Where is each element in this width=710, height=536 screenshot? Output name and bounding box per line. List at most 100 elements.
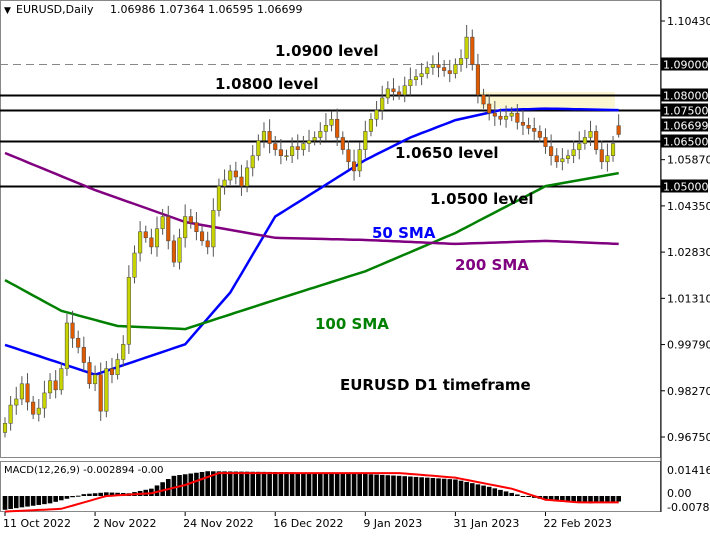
macd-histogram-bar <box>486 486 492 496</box>
candle-body <box>520 122 526 126</box>
price-label-1.06500: 1.06500 <box>661 134 709 149</box>
candle-body <box>245 167 250 187</box>
candle-body <box>323 125 328 132</box>
candle <box>273 135 278 156</box>
candle-body <box>233 170 238 178</box>
macd-histogram-bar <box>424 477 430 496</box>
macd-histogram-bar <box>216 471 222 496</box>
candle-body <box>81 347 86 363</box>
candle <box>599 140 604 170</box>
macd-histogram-bar <box>492 488 498 496</box>
macd-histogram-bar <box>481 485 486 496</box>
macd-histogram-bar <box>441 478 447 496</box>
candle-body <box>121 344 126 360</box>
candle <box>47 373 53 399</box>
candle-body <box>239 176 244 187</box>
candle-body <box>290 146 295 156</box>
candle <box>323 113 328 142</box>
candle <box>171 234 176 268</box>
candle <box>301 135 306 156</box>
candle-body <box>284 155 289 157</box>
y-tick-label: 0.99790 <box>667 339 710 352</box>
candle-body <box>554 155 559 163</box>
price-label-text: 1.09000 <box>663 59 709 72</box>
macd-label: MACD(12,26,9) -0.002894 -0.00 <box>4 465 164 476</box>
macd-histogram-bar <box>543 496 548 500</box>
candle-body <box>498 115 503 120</box>
candle <box>577 131 582 160</box>
price-label-box <box>661 179 708 193</box>
dropdown-triangle-icon[interactable]: ▼ <box>4 6 11 16</box>
candle <box>582 129 587 150</box>
candle <box>267 119 272 154</box>
candle <box>374 100 379 127</box>
macd-histogram-bar <box>368 474 374 496</box>
candle <box>132 245 137 284</box>
candle-body <box>352 161 357 172</box>
candle-body <box>177 237 182 263</box>
candle <box>306 129 312 153</box>
candle <box>25 373 30 411</box>
candle-body <box>222 179 227 187</box>
candle <box>391 78 396 101</box>
macd-histogram-bar <box>458 480 464 496</box>
macd-histogram-bar <box>317 472 323 496</box>
candle <box>408 67 413 96</box>
candle-body <box>571 149 576 156</box>
candle <box>526 117 531 135</box>
macd-histogram-bar <box>171 475 177 496</box>
candle-body <box>515 112 520 123</box>
macd-signal-line <box>4 472 619 513</box>
macd-histogram-bar <box>469 483 475 496</box>
candle <box>245 160 250 193</box>
macd-histogram-bar <box>160 482 165 496</box>
candle-body <box>278 149 283 156</box>
macd-histogram-bar <box>436 478 441 496</box>
candle <box>318 122 323 145</box>
macd-histogram-bar <box>464 481 469 496</box>
y-tick-label: 0.96750 <box>667 431 710 444</box>
candle-body <box>408 79 413 87</box>
macd-histogram-bar <box>610 496 616 502</box>
x-tick-label: 22 Feb 2023 <box>543 517 611 530</box>
candle <box>183 204 188 248</box>
candle <box>487 94 492 121</box>
candle-body <box>31 401 36 415</box>
candle-body <box>329 118 334 126</box>
candle <box>554 148 559 168</box>
candle <box>402 76 407 103</box>
candle-body <box>487 103 492 114</box>
candle-body <box>594 131 599 150</box>
macd-histogram-bar <box>554 496 560 502</box>
candle-body <box>419 73 424 77</box>
candle <box>515 104 520 130</box>
candle <box>14 386 19 415</box>
macd-histogram-bar <box>36 496 42 505</box>
macd-histogram-bar <box>70 496 75 498</box>
macd-histogram-bar <box>391 475 396 496</box>
candle-body <box>368 118 373 132</box>
macd-histogram-bar <box>211 471 216 496</box>
candle-body <box>565 155 571 160</box>
candle-body <box>216 185 221 211</box>
symbol-timeframe: EURUSD,Daily <box>16 3 94 16</box>
macd-histogram-bar <box>498 489 503 496</box>
annotation-1-0650-level: 1.0650 level <box>395 144 499 162</box>
candle <box>498 108 503 126</box>
candle <box>87 356 92 389</box>
candle <box>588 120 593 146</box>
candle <box>430 55 435 75</box>
candle-body <box>458 58 464 65</box>
candle-body <box>194 222 199 232</box>
candle <box>447 59 452 83</box>
candle-body <box>532 128 537 132</box>
candle <box>109 357 115 384</box>
macd-histogram-bar <box>571 496 576 503</box>
macd-histogram-bar <box>599 496 605 503</box>
candle <box>385 81 390 105</box>
candle-body <box>160 216 165 229</box>
macd-histogram-bar <box>25 496 30 507</box>
price-label-box <box>661 118 708 132</box>
candle <box>605 143 610 172</box>
